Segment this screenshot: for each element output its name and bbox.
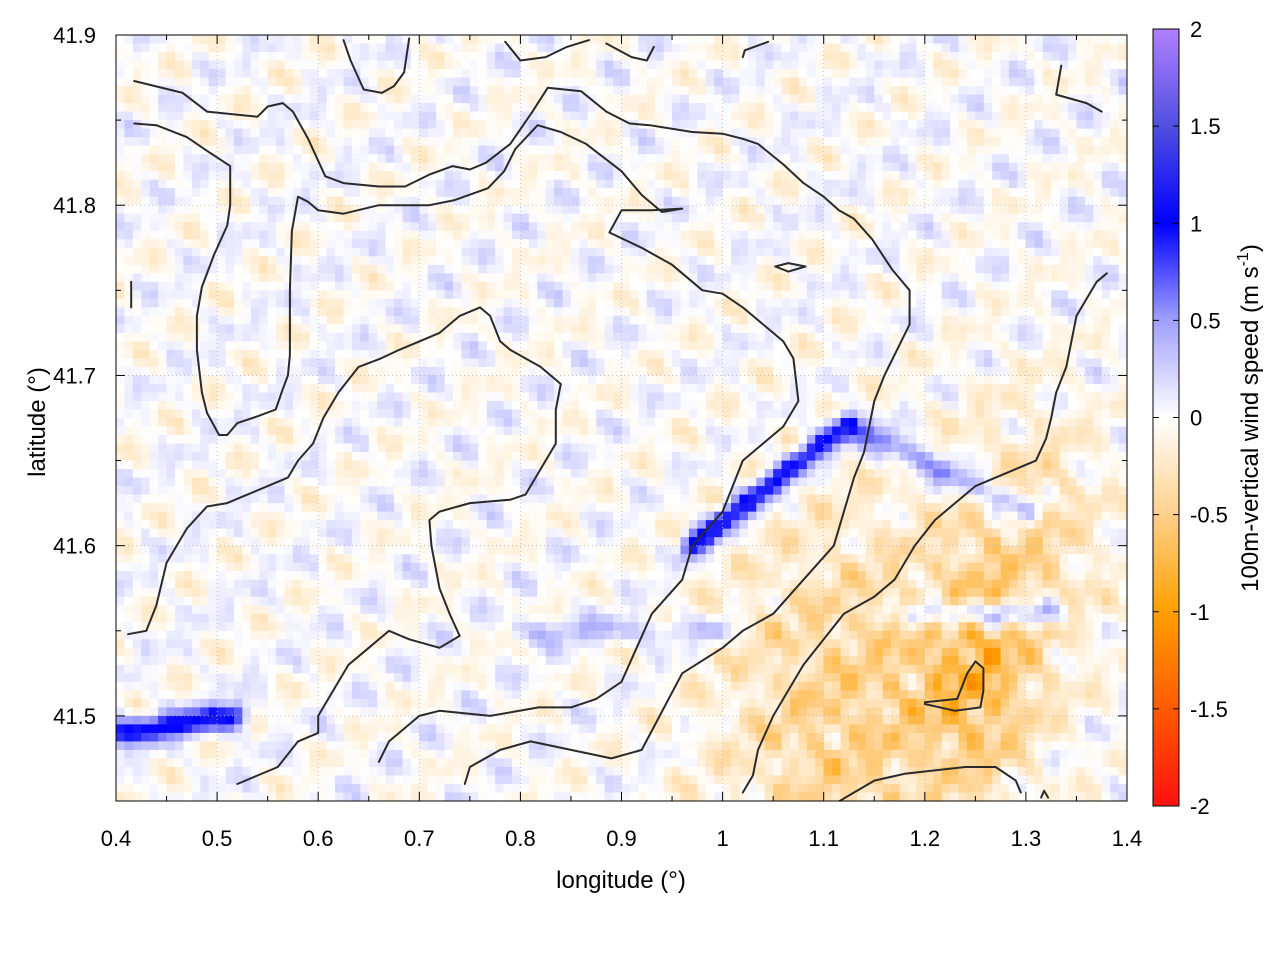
x-tick-label: 1.1 [808,826,839,851]
x-axis-ticks: 0.4 0.5 0.6 0.7 0.8 0.9 1 1.1 1.2 1.3 1.4 [101,35,1143,851]
x-tick-label: 1.2 [910,826,941,851]
colorbar-tick-label: 0.5 [1190,308,1221,333]
x-tick-label: 1.3 [1011,826,1042,851]
colorbar-tick-label: -0.5 [1190,503,1228,528]
y-axis-ticks: 41.5 41.6 41.7 41.8 41.9 [53,23,1127,729]
colorbar-tick-label: -1.5 [1190,697,1228,722]
colorbar-title-close: ) [1237,244,1264,252]
contour-line [342,37,411,94]
contour-line [1055,64,1103,113]
x-tick-label: 1 [716,826,728,851]
contour-line [741,40,770,59]
contour-line [837,766,1022,801]
x-tick-label: 0.9 [606,826,637,851]
x-tick-label: 0.4 [101,826,132,851]
heatmap-field [116,35,1127,801]
colorbar-title-main: 100m-vertical wind speed (m s [1237,266,1264,591]
colorbar-tick-label: 0 [1190,406,1202,431]
x-axis-title: longitude (°) [556,867,686,894]
grid-lines [116,35,1127,801]
y-tick-label: 41.7 [53,363,96,388]
colorbar-tick-label: 1 [1190,211,1202,236]
contour-line [1040,789,1050,799]
x-tick-label: 1.4 [1112,826,1143,851]
contour-line [741,272,1108,794]
y-tick-label: 41.9 [53,23,96,48]
colorbar-ticks: 2 1.5 1 0.5 0 -0.5 -1 -1.5 -2 [1153,17,1228,819]
contour-lines [127,37,1108,801]
x-tick-label: 0.7 [404,826,435,851]
contour-line [923,660,985,712]
colorbar-tick-label: -2 [1190,794,1210,819]
contour-line [127,306,562,785]
contour-line [133,80,911,785]
contour-line [504,39,591,62]
colorbar-tick-label: 1.5 [1190,114,1221,139]
colorbar-title-superscript: -1 [1235,252,1252,266]
contour-line [774,262,807,273]
y-tick-label: 41.6 [53,534,96,559]
contour-line [133,122,800,763]
y-axis-title: latitude (°) [24,367,51,477]
x-tick-label: 0.8 [505,826,536,851]
colorbar-tick-label: 2 [1190,17,1202,42]
colorbar-tick-label: -1 [1190,600,1210,625]
colorbar-title: 100m-vertical wind speed (m s-1) [1235,244,1264,592]
contour-line [605,42,655,62]
x-tick-label: 0.5 [202,826,233,851]
y-tick-label: 41.8 [53,193,96,218]
y-tick-label: 41.5 [53,704,96,729]
x-tick-label: 0.6 [303,826,334,851]
